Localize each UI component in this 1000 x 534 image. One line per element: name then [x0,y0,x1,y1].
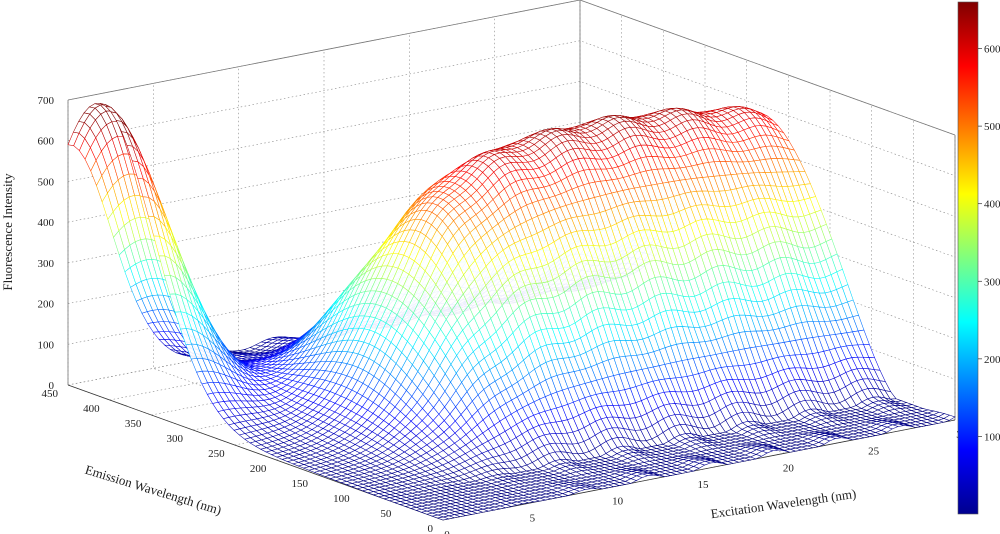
surface-mesh [67,103,956,521]
box-edge [579,0,956,136]
z-gridline [67,0,956,136]
box-edge [67,0,581,101]
